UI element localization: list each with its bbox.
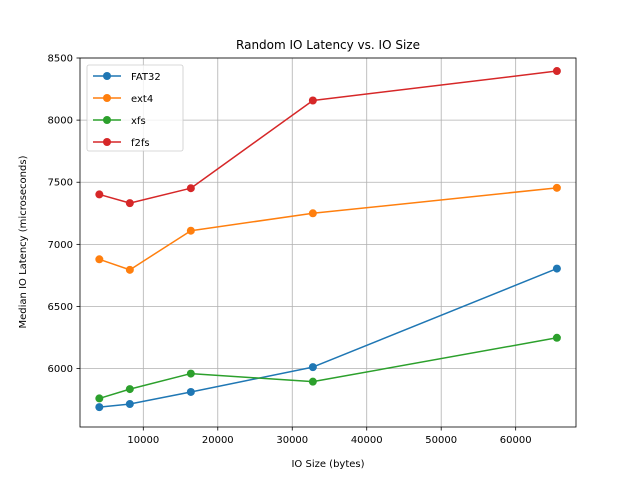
data-point-f2fs: [552, 67, 561, 76]
legend-swatch-marker: [103, 72, 111, 80]
data-point-ext4: [552, 183, 561, 192]
data-point-xfs: [552, 333, 561, 342]
data-point-fat32: [186, 387, 195, 396]
y-tick-label: 7500: [48, 178, 73, 189]
data-point-ext4: [95, 255, 104, 264]
y-tick-label: 7000: [48, 240, 73, 251]
data-point-xfs: [186, 369, 195, 378]
y-tick-label: 6000: [48, 364, 73, 375]
y-tick-label: 8000: [48, 116, 73, 127]
legend-box: [86, 64, 184, 152]
x-tick-label: 20000: [202, 435, 234, 446]
data-point-fat32: [308, 363, 317, 372]
x-tick-label: 50000: [425, 435, 457, 446]
grid-lines: [80, 57, 576, 427]
data-point-xfs: [308, 377, 317, 386]
y-tick-label: 6500: [48, 302, 73, 313]
legend-swatch-marker: [103, 138, 111, 146]
legend-label: FAT32: [131, 72, 161, 83]
x-tick-label: 40000: [351, 435, 383, 446]
data-point-fat32: [552, 264, 561, 273]
data-point-xfs: [95, 394, 104, 403]
x-tick-label: 30000: [276, 435, 308, 446]
plot-area-frame: [79, 57, 577, 428]
data-point-ext4: [125, 265, 134, 274]
y-tick-label: 8500: [48, 54, 73, 65]
legend-swatch-marker: [103, 94, 111, 102]
data-point-ext4: [186, 226, 195, 235]
chart-title: Random IO Latency vs. IO Size: [236, 38, 420, 52]
series-lines: [95, 67, 561, 412]
legend: FAT32 ext4 xfs f2fs: [86, 64, 184, 152]
data-point-fat32: [125, 400, 134, 409]
legend-label: f2fs: [131, 138, 150, 149]
x-tick-label: 60000: [500, 435, 532, 446]
legend-swatch-marker: [103, 116, 111, 124]
y-axis-label: Median IO Latency (microseconds): [18, 155, 29, 328]
data-point-f2fs: [186, 184, 195, 193]
x-tick-label: 10000: [127, 435, 159, 446]
data-point-xfs: [125, 385, 134, 394]
legend-label: ext4: [131, 94, 153, 105]
data-point-ext4: [308, 209, 317, 218]
axis-ticks: 10000 20000 30000 40000 50000 60000 6000 6500 70…: [48, 54, 532, 447]
x-axis-label: IO Size (bytes): [291, 459, 364, 470]
data-point-f2fs: [95, 190, 104, 199]
data-point-fat32: [95, 403, 104, 412]
data-point-f2fs: [125, 199, 134, 208]
data-point-f2fs: [308, 96, 317, 105]
legend-label: xfs: [131, 116, 146, 127]
